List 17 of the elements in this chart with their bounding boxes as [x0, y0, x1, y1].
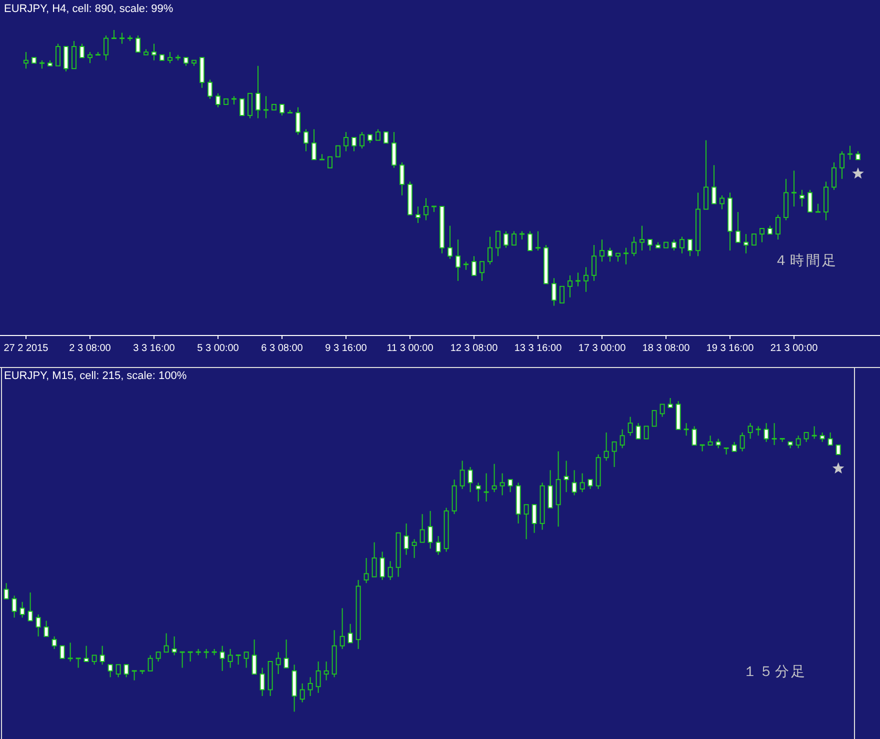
chart-title: EURJPY, M15, cell: 215, scale: 100% — [4, 370, 187, 382]
x-tick-label: 11 3 00:00 — [386, 343, 434, 354]
x-tick-label: 9 3 16:00 — [325, 343, 368, 354]
x-tick-label: 17 3 00:00 — [578, 343, 626, 354]
x-tick-label: 3 3 16:00 — [133, 343, 176, 354]
x-tick-label: 5 3 00:00 — [197, 343, 240, 354]
x-tick-label: 19 3 16:00 — [706, 343, 754, 354]
x-tick-label: 13 3 16:00 — [514, 343, 562, 354]
annotation: ４時間足 — [774, 252, 838, 268]
chart-title: EURJPY, H4, cell: 890, scale: 99% — [4, 3, 174, 15]
x-tick-label: 6 3 08:00 — [261, 343, 304, 354]
x-tick-label: 12 3 08:00 — [450, 343, 498, 354]
annotation: １５分足 — [743, 663, 807, 679]
x-tick-label: 2 3 08:00 — [69, 343, 112, 354]
x-tick-label: 18 3 08:00 — [642, 343, 690, 354]
x-tick-label: 21 3 00:00 — [770, 343, 818, 354]
x-tick-label: 27 2 2015 — [4, 343, 49, 354]
